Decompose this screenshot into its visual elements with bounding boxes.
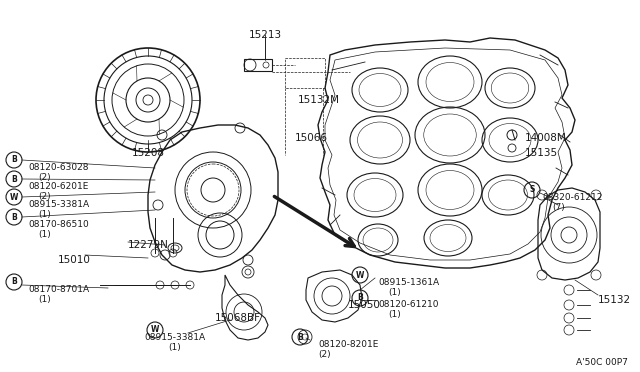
Text: S: S xyxy=(529,186,534,195)
Text: (1): (1) xyxy=(168,343,181,352)
Text: 15135: 15135 xyxy=(525,148,558,158)
Text: 08120-8201E: 08120-8201E xyxy=(318,340,378,349)
Text: 15050: 15050 xyxy=(348,300,381,310)
Text: 08915-1361A: 08915-1361A xyxy=(378,278,439,287)
Text: B: B xyxy=(11,278,17,286)
Text: B: B xyxy=(297,333,303,341)
Text: 08120-61210: 08120-61210 xyxy=(378,300,438,309)
Text: (1): (1) xyxy=(388,310,401,319)
Text: 15213: 15213 xyxy=(248,30,282,40)
Text: (2): (2) xyxy=(38,192,51,201)
Text: 15066: 15066 xyxy=(295,133,328,143)
Text: 15208: 15208 xyxy=(131,148,164,158)
Text: (2): (2) xyxy=(38,173,51,182)
Text: (1): (1) xyxy=(38,210,51,219)
Text: (1): (1) xyxy=(388,288,401,297)
Text: 08120-6201E: 08120-6201E xyxy=(28,182,88,191)
Text: 15132M: 15132M xyxy=(298,95,340,105)
Text: A'50C 00P7: A'50C 00P7 xyxy=(576,358,628,367)
Text: B: B xyxy=(11,212,17,221)
Text: 15132: 15132 xyxy=(598,295,631,305)
Text: W: W xyxy=(151,326,159,334)
Text: (7): (7) xyxy=(552,203,564,212)
Text: (1): (1) xyxy=(38,295,51,304)
Text: (1): (1) xyxy=(38,230,51,239)
Text: W: W xyxy=(10,192,18,202)
Text: 08120-63028: 08120-63028 xyxy=(28,163,88,172)
Text: B: B xyxy=(11,155,17,164)
Text: 15010: 15010 xyxy=(58,255,91,265)
Text: 14008M: 14008M xyxy=(525,133,567,143)
Text: (2): (2) xyxy=(318,350,331,359)
Text: B: B xyxy=(11,174,17,183)
Text: 15068BF: 15068BF xyxy=(215,313,261,323)
Text: B: B xyxy=(357,294,363,302)
Text: 08915-3381A: 08915-3381A xyxy=(28,200,89,209)
Text: 08915-3381A: 08915-3381A xyxy=(145,333,205,342)
Bar xyxy=(244,59,272,71)
Text: 12279N: 12279N xyxy=(128,240,169,250)
Text: 08170-86510: 08170-86510 xyxy=(28,220,89,229)
Text: W: W xyxy=(356,270,364,279)
Text: 08170-8701A: 08170-8701A xyxy=(28,285,89,294)
Text: 08320-61212: 08320-61212 xyxy=(542,193,602,202)
